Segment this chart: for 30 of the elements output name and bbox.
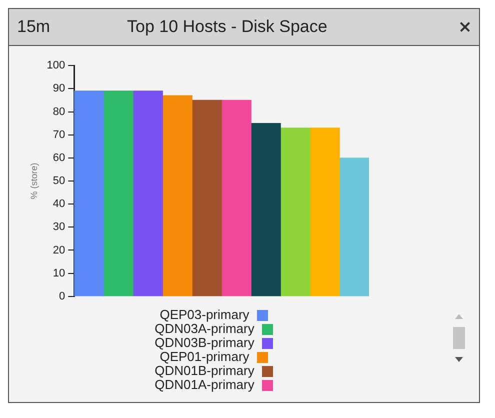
y-tick-label: 30 — [52, 221, 66, 234]
y-tick-label: 60 — [52, 152, 66, 164]
bar — [132, 90, 163, 296]
y-tick-label: 0 — [59, 290, 66, 302]
y-axis-title: % (store) — [28, 162, 39, 200]
legend-label: QEP01-primary — [160, 349, 250, 364]
bar — [192, 100, 222, 296]
legend-label: QDN01B-primary — [154, 363, 254, 378]
bar — [162, 95, 192, 296]
legend-label: QDN03A-primary — [154, 321, 254, 336]
bar — [74, 90, 104, 296]
bar — [250, 122, 281, 296]
text: 15m — [17, 17, 50, 36]
bar — [103, 90, 134, 296]
bar — [310, 128, 340, 296]
y-tick-label: 20 — [52, 244, 66, 256]
legend-label: QEP03-primary — [160, 307, 250, 322]
y-tick-label: 40 — [52, 198, 66, 210]
y-tick-label: 10 — [52, 267, 66, 280]
bar — [221, 100, 252, 296]
y-tick-label: 90 — [52, 82, 66, 95]
bar — [339, 158, 369, 296]
legend-label: QDN03B-primary — [154, 335, 254, 350]
legend-label: QDN01A-primary — [154, 377, 254, 392]
y-tick-label: 70 — [52, 128, 66, 141]
y-tick-label: 80 — [52, 106, 66, 118]
y-tick-label: 100 — [46, 60, 66, 72]
chart-title: Top 10 Hosts - Disk Space — [127, 17, 328, 37]
y-tick-label: 50 — [52, 175, 66, 188]
bar — [280, 128, 310, 296]
